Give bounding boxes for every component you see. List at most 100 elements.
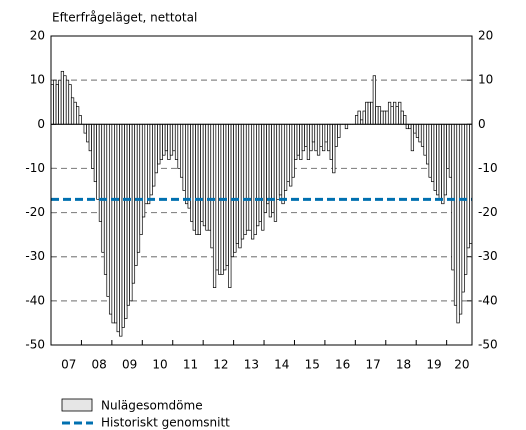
bar [202,123,207,227]
bar [370,101,374,125]
bar [253,123,257,235]
bar [70,97,75,125]
bar [98,123,103,222]
bar [453,123,458,306]
bar [129,123,133,302]
bar [420,123,425,147]
bar [225,123,229,266]
bar [332,123,336,174]
bar [291,123,295,178]
x-tick-label: 17 [365,358,380,372]
bar [382,110,387,125]
y-tick-label: 10 [30,73,45,87]
y2-tick-label: -30 [478,249,498,263]
bar [261,123,265,231]
bar [149,123,153,196]
bar [144,123,148,205]
bar [258,123,262,222]
bar [327,123,331,152]
bar [174,123,179,160]
bar [108,123,113,315]
bar [223,123,227,271]
bar [164,123,169,152]
y-tick-label: 20 [30,29,45,43]
bar [410,123,415,152]
bar [289,123,293,187]
x-tick-label: 09 [122,358,137,372]
bar [362,110,366,125]
bar [458,123,463,315]
bar [147,123,151,205]
bar [393,101,397,125]
bar [210,123,214,249]
bar [240,123,245,240]
bar [195,123,199,235]
bar [88,123,92,152]
bar [446,123,450,169]
bar [159,123,163,160]
bar [299,123,303,160]
bar [385,110,389,125]
bar [111,123,115,324]
bar [86,123,90,143]
x-tick-label: 07 [61,358,76,372]
bar [230,123,234,258]
bar [319,123,323,147]
bar [228,123,232,288]
bar [190,123,194,222]
bar [157,123,161,165]
bar [354,115,359,125]
bar [200,123,204,222]
legend-label: Nulägesomdöme [101,399,203,413]
bar [134,123,138,266]
bar [205,123,209,231]
bar [63,75,67,125]
bar [101,123,105,253]
bar [243,123,247,235]
bar [398,101,402,125]
bar [78,115,82,125]
bar [294,123,298,160]
y-tick-label: 0 [37,117,45,131]
x-tick-label: 10 [152,358,167,372]
bar [466,123,470,249]
bar [329,123,333,160]
x-tick-label: 13 [244,358,259,372]
bar [119,123,123,337]
bar [372,75,376,125]
bar [233,123,237,253]
y2-tick-label: -10 [478,161,498,175]
bar [375,106,379,125]
bar [438,123,442,200]
bar [268,123,272,218]
bar [357,110,361,125]
bar [238,123,242,249]
bar [380,110,384,125]
x-tick-label: 11 [183,358,198,372]
x-tick-label: 20 [454,358,469,372]
bar [167,123,171,160]
bar [114,123,118,324]
bar [367,101,371,125]
bar [324,123,328,143]
legend-swatch [61,398,93,412]
bar [121,123,125,328]
bar [126,123,130,306]
bar [436,123,440,196]
bar [415,123,420,138]
y2-tick-label: 0 [478,117,486,131]
bar [266,123,270,205]
legend-label: Historiskt genomsnitt [101,416,230,430]
x-tick-label: 15 [305,358,320,372]
bar [136,123,141,253]
bar [169,123,174,156]
bar [235,123,240,244]
bar [182,123,186,191]
x-tick-label: 18 [396,358,411,372]
bar [301,123,305,152]
bar [197,123,201,235]
bar [283,123,288,191]
plot-frame [50,35,473,346]
bar [360,119,364,125]
